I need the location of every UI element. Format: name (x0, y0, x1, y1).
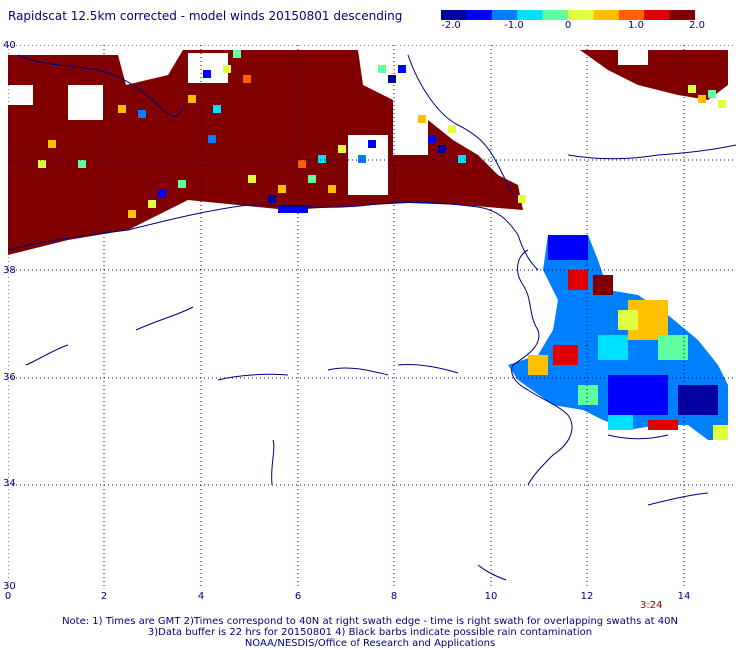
lon-tick-label: 2 (100, 591, 108, 602)
data-gaps (8, 50, 648, 195)
coastlines (8, 54, 736, 581)
chart-title: Rapidscat 12.5km corrected - model winds… (8, 9, 403, 23)
colorbar-segment (466, 10, 493, 20)
lon-tick-label: 4 (197, 591, 205, 602)
lon-tick-label: 6 (294, 591, 302, 602)
wind-field-north-pixels (38, 50, 726, 218)
colorbar-segment (593, 10, 620, 20)
note-line-2: 3)Data buffer is 22 hrs for 20150801 4) … (147, 627, 593, 638)
colorbar-segment (542, 10, 569, 20)
graticule (8, 45, 736, 587)
wind-field-east (508, 235, 728, 440)
lon-tick-label: 10 (484, 591, 498, 602)
lat-label: 38 (3, 265, 16, 276)
swath-time-label: 3:24 (640, 600, 663, 611)
colorbar-tick-label: -1.0 (504, 20, 524, 31)
colorbar-segment (568, 10, 594, 20)
colorbar-segment (644, 10, 671, 20)
colorbar (441, 10, 695, 20)
lon-tick-label: 14 (677, 591, 691, 602)
colorbar-tick-label: 2.0 (689, 20, 705, 31)
colorbar-tick-label: 1.0 (628, 20, 644, 31)
colorbar-segment (517, 10, 544, 20)
colorbar-segment (669, 10, 695, 20)
lat-label: 34 (3, 478, 16, 489)
lon-tick-label: 0 (4, 591, 12, 602)
lat-label: 36 (3, 372, 16, 383)
colorbar-segment (618, 10, 645, 20)
lat-label: 40 (3, 40, 16, 51)
note-line-3: NOAA/NESDIS/Office of Research and Appli… (244, 638, 496, 649)
lat-label: 30 (3, 581, 16, 592)
colorbar-segment (491, 10, 518, 20)
colorbar-segment (441, 10, 467, 20)
note-line-1: Note: 1) Times are GMT 2)Times correspon… (62, 616, 678, 627)
colorbar-tick-label: -2.0 (441, 20, 461, 31)
wind-difference-map (8, 45, 736, 587)
lon-tick-label: 12 (580, 591, 594, 602)
colorbar-tick-label: 0 (564, 20, 572, 31)
lon-tick-label: 8 (390, 591, 398, 602)
